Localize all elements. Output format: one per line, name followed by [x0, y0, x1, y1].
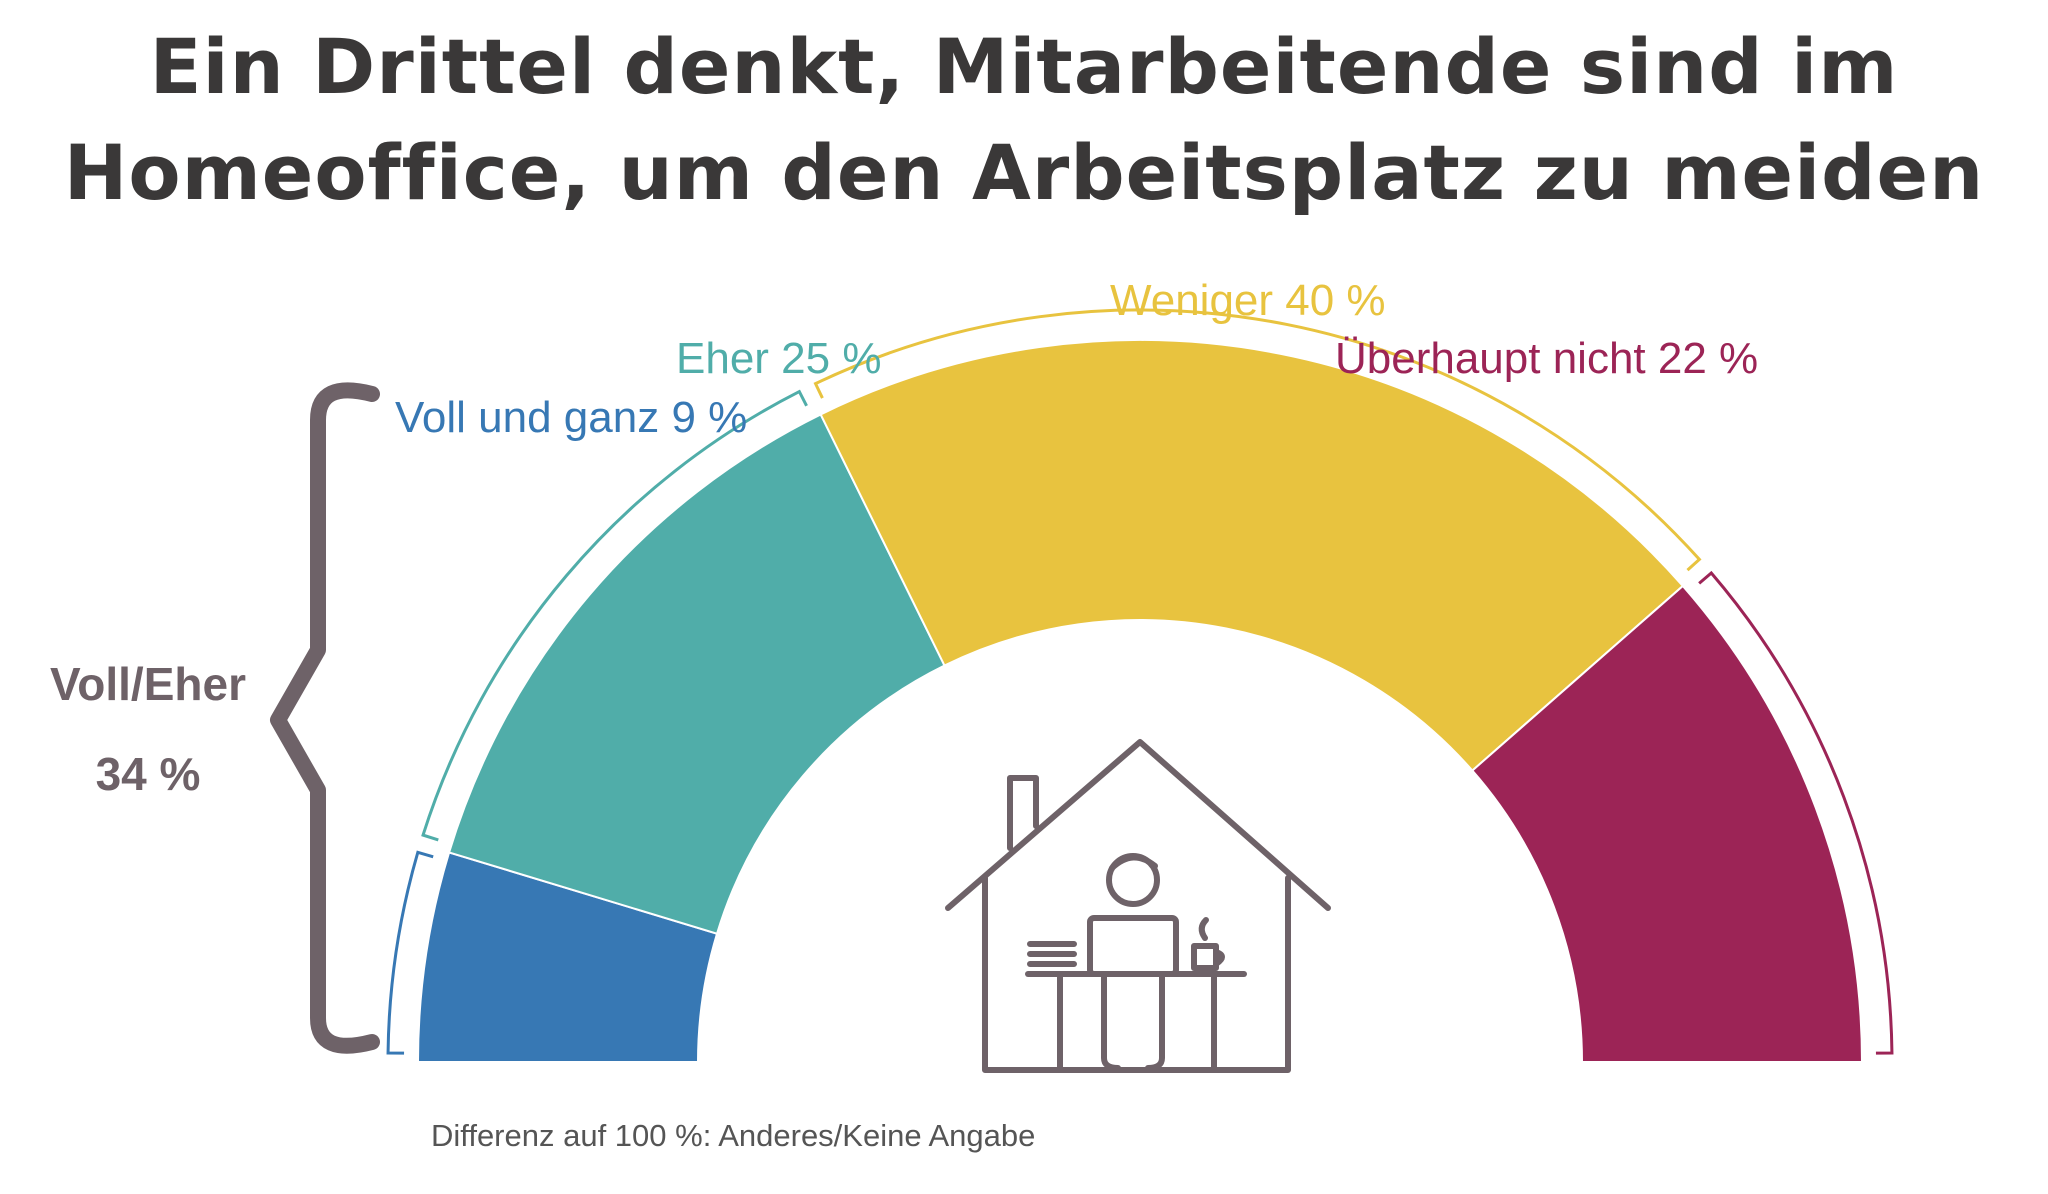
slice-3 [819, 339, 1685, 772]
chart-title: Ein Drittel denkt, Mitarbeitende sind im… [0, 14, 2048, 226]
slice-label-1: Voll und ganz 9 % [395, 393, 747, 442]
chart-title-line-1: Ein Drittel denkt, Mitarbeitende sind im [149, 22, 1899, 111]
chart-title-line-2: Homeoffice, um den Arbeitsplatz zu meide… [63, 128, 1985, 217]
slice-label-3: Weniger 40 % [1110, 276, 1386, 325]
footnote: Differenz auf 100 %: Anderes/Keine Angab… [431, 1118, 1036, 1153]
slice-label-2: Eher 25 % [676, 334, 881, 383]
slice-2 [447, 413, 946, 935]
group-value: 34 % [96, 748, 201, 800]
slice-bracket-3 [813, 308, 1702, 572]
group-label: Voll/Eher [50, 658, 246, 710]
slice-4 [1470, 584, 1864, 1063]
slice-bracket-1 [386, 850, 434, 1055]
home-office-icon [945, 739, 1331, 1073]
slice-label-4: Überhaupt nicht 22 % [1335, 334, 1758, 383]
slice-bracket-4 [1698, 570, 1894, 1055]
group-brace [270, 382, 380, 1054]
slice-bracket-2 [421, 389, 808, 842]
